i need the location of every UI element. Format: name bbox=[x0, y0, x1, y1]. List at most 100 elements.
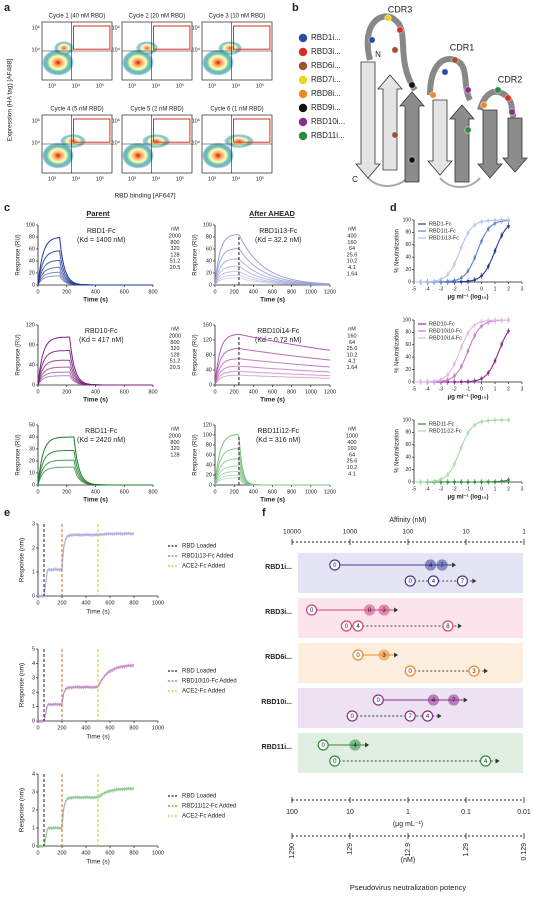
row-label: RBD3i... bbox=[265, 609, 292, 616]
axis-label: % Neutralization bbox=[395, 329, 401, 373]
round-node bbox=[378, 604, 390, 616]
tick-label: 10 bbox=[462, 529, 470, 536]
round-label: 0 bbox=[333, 759, 337, 765]
x-tick-label: 800 bbox=[287, 489, 296, 495]
legend-swatch bbox=[298, 75, 308, 85]
arrow-head bbox=[472, 578, 477, 584]
tick-label: 10⁶ bbox=[192, 24, 200, 31]
axis-label: Expression (HA tag) [AF488] bbox=[7, 59, 14, 142]
round-node bbox=[424, 559, 437, 571]
x-tick-label: 0 bbox=[480, 486, 483, 492]
cell-density bbox=[42, 49, 74, 76]
legend-label: 64 bbox=[349, 452, 355, 458]
y-tick-label: 160 bbox=[203, 322, 212, 328]
arrow-head bbox=[365, 742, 370, 748]
x-tick-label: 600 bbox=[120, 289, 129, 295]
x-tick-label: 0 bbox=[213, 289, 216, 295]
cdr-label: CDR2 bbox=[498, 74, 523, 84]
sensorgram bbox=[214, 370, 331, 386]
x-tick-label: 3 bbox=[521, 386, 524, 392]
y-tick-label: 3 bbox=[32, 675, 35, 681]
y-tick-label: 60 bbox=[29, 246, 35, 252]
x-tick-label: 0 bbox=[213, 389, 216, 395]
x-tick-label: -2 bbox=[452, 386, 457, 392]
legend-swatch bbox=[298, 89, 308, 99]
tick-label: 10⁵ bbox=[96, 175, 104, 182]
sensorgram bbox=[37, 459, 153, 486]
x-tick-label: 0 bbox=[36, 725, 39, 731]
tick-label: 10⁶ bbox=[112, 117, 120, 124]
beta-strand bbox=[399, 91, 425, 183]
plot-subtitle: (Kd = 2420 nM) bbox=[77, 437, 125, 444]
cdr-label: CDR1 bbox=[450, 42, 475, 52]
arrow-head bbox=[452, 562, 457, 568]
plot-title: Cycle 3 (10 nM RBD) bbox=[209, 14, 266, 20]
legend-label: RBD1i... bbox=[311, 33, 341, 42]
y-tick-label: 40 bbox=[405, 255, 411, 261]
legend-label: RBD11-Fc bbox=[429, 421, 455, 427]
y-tick-label: 100 bbox=[203, 222, 212, 228]
legend-label: RBD10i14-Fc bbox=[429, 335, 462, 341]
y-tick-label: 100 bbox=[203, 432, 212, 438]
legend-unit: nM bbox=[348, 426, 356, 432]
x-tick-label: 1 bbox=[494, 386, 497, 392]
tick-label: 10⁴ bbox=[72, 82, 81, 89]
legend-label: RBD10i10-Fc bbox=[429, 328, 462, 334]
x-tick-label: 600 bbox=[105, 600, 114, 606]
y-tick-label: 0 bbox=[408, 479, 411, 485]
tick-label: 10⁴ bbox=[232, 175, 241, 182]
tick-label: 10⁴ bbox=[192, 46, 201, 53]
y-tick-label: 80 bbox=[29, 342, 35, 348]
round-node bbox=[372, 694, 384, 706]
cell-density bbox=[142, 134, 170, 149]
y-tick-label: 0 bbox=[408, 379, 411, 385]
x-tick-label: 800 bbox=[148, 489, 157, 495]
legend-label: 51.2 bbox=[170, 359, 181, 365]
x-tick-label: 400 bbox=[91, 289, 100, 295]
legend-label: 320 bbox=[170, 446, 179, 452]
tick-label: 1 bbox=[522, 529, 526, 536]
tick-label: 10³ bbox=[208, 176, 216, 182]
x-tick-label: 600 bbox=[105, 850, 114, 856]
x-tick-label: 400 bbox=[91, 389, 100, 395]
panel-label: e bbox=[4, 507, 10, 519]
x-tick-label: -1 bbox=[466, 386, 471, 392]
legend-label: 1.64 bbox=[347, 365, 358, 371]
y-tick-label: 0 bbox=[209, 382, 212, 388]
x-tick-label: -2 bbox=[452, 286, 457, 292]
x-tick-label: -5 bbox=[412, 386, 417, 392]
y-tick-label: 100 bbox=[403, 317, 412, 323]
x-tick-label: 400 bbox=[91, 489, 100, 495]
x-tick-label: 400 bbox=[81, 850, 90, 856]
axis-label: Time (s) bbox=[86, 609, 110, 616]
tick-label: 100 bbox=[403, 529, 414, 536]
tick-label: 129 bbox=[347, 843, 354, 855]
x-tick-label: 200 bbox=[57, 850, 66, 856]
terminus-label: N bbox=[375, 50, 381, 59]
axis-label: μg ml⁻¹ (log₁₀) bbox=[447, 294, 488, 301]
arrow-head bbox=[484, 668, 488, 674]
x-tick-label: -1 bbox=[466, 286, 471, 292]
beta-strand bbox=[477, 109, 503, 179]
plot-title: RBD11-Fc bbox=[85, 428, 118, 435]
tick-label: 12.9 bbox=[405, 843, 412, 857]
y-tick-label: 20 bbox=[206, 472, 212, 478]
y-tick-label: 0 bbox=[32, 593, 35, 599]
axis-label: Response (RU) bbox=[16, 234, 22, 275]
sensorgram bbox=[214, 277, 330, 286]
arrow-head bbox=[457, 623, 462, 629]
axis-label: μg ml⁻¹ (log₁₀) bbox=[447, 394, 488, 401]
x-tick-label: 1000 bbox=[305, 389, 317, 395]
round-node bbox=[340, 620, 352, 632]
round-node bbox=[456, 575, 468, 587]
x-tick-label: 1000 bbox=[152, 850, 164, 856]
mutation-site bbox=[391, 46, 399, 54]
legend-label: 20.5 bbox=[170, 265, 181, 271]
legend-label: RBD9i... bbox=[311, 103, 341, 112]
y-tick-label: 60 bbox=[405, 442, 411, 448]
x-tick-label: 800 bbox=[148, 389, 157, 395]
y-tick-label: 3 bbox=[32, 789, 35, 795]
row-label: RBD6i... bbox=[265, 654, 292, 661]
round-label: 7 bbox=[461, 579, 465, 585]
tick-label: 10⁴ bbox=[192, 139, 201, 146]
